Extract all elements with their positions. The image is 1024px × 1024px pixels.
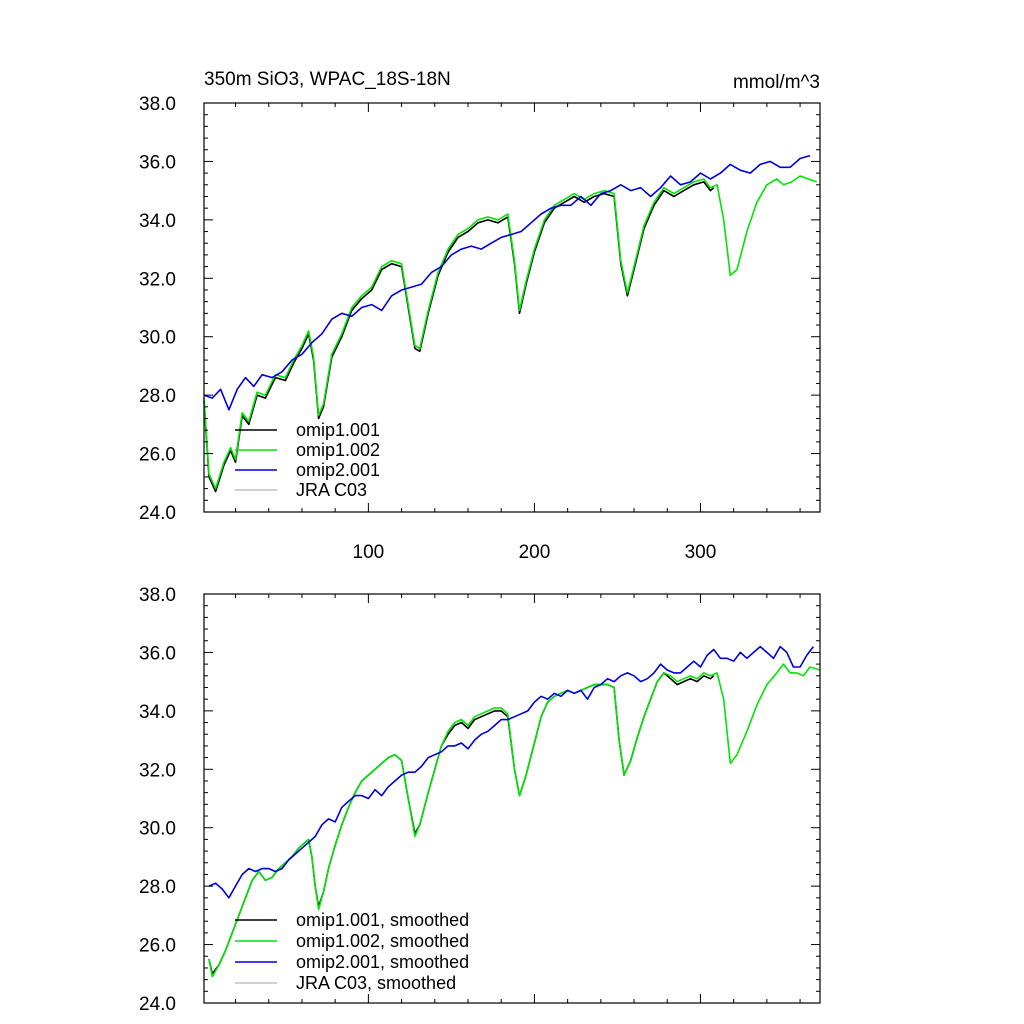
y-tick-label: 24.0 bbox=[139, 994, 176, 1015]
y-tick-label: 32.0 bbox=[139, 760, 176, 781]
y-tick-label: 38.0 bbox=[139, 585, 176, 606]
x-tick-label: 200 bbox=[519, 542, 551, 563]
monthly-panel: 24.0 26.0 28.0 30.0 32.0 34.0 36.0 38.0 100 200 30… bbox=[139, 94, 821, 563]
y-tick-label: 26.0 bbox=[139, 445, 176, 466]
y-tick-label: 24.0 bbox=[139, 503, 176, 524]
smoothed-panel: 24.0 26.0 28.0 30.0 32.0 34.0 36.0 38.0 omip1.00… bbox=[139, 585, 821, 1015]
plot-frame bbox=[203, 593, 821, 1004]
x-tick-label: 100 bbox=[353, 542, 385, 563]
chart-title: 350m SiO3, WPAC_18S-18N bbox=[204, 69, 451, 90]
plot-frame bbox=[203, 102, 821, 513]
y-tick-label: 30.0 bbox=[139, 819, 176, 840]
y-tick-label: 34.0 bbox=[139, 211, 176, 232]
legend-label-jra_c03: JRA C03 bbox=[296, 480, 367, 500]
y-tick-label: 28.0 bbox=[139, 386, 176, 407]
legend-label-omip2_001: omip2.001, smoothed bbox=[296, 952, 469, 972]
legend-label-omip2_001: omip2.001 bbox=[296, 460, 380, 480]
legend-label-omip1_002: omip1.002, smoothed bbox=[296, 931, 469, 951]
series-line-omip1_001 bbox=[203, 181, 715, 493]
legend-label-omip1_001: omip1.001, smoothed bbox=[296, 910, 469, 930]
y-tick-label: 36.0 bbox=[139, 152, 176, 173]
y-tick-label: 36.0 bbox=[139, 643, 176, 664]
y-tick-label: 38.0 bbox=[139, 94, 176, 115]
x-tick-label: 300 bbox=[685, 542, 717, 563]
y-tick-label: 28.0 bbox=[139, 877, 176, 898]
y-tick-label: 26.0 bbox=[139, 936, 176, 957]
y-tick-label: 32.0 bbox=[139, 269, 176, 290]
series-line-omip2_001 bbox=[208, 645, 815, 899]
y-tick-label: 30.0 bbox=[139, 328, 176, 349]
units-label: mmol/m^3 bbox=[733, 72, 820, 93]
series-line-omip2_001 bbox=[203, 154, 811, 411]
series-line-omip1_002 bbox=[208, 663, 821, 978]
legend-label-omip1_002: omip1.002 bbox=[296, 440, 380, 460]
y-tick-label: 34.0 bbox=[139, 702, 176, 723]
legend-label-omip1_001: omip1.001 bbox=[296, 420, 380, 440]
legend-label-jra_c03: JRA C03, smoothed bbox=[296, 973, 456, 993]
